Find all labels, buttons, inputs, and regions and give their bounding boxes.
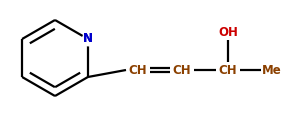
Text: CH: CH bbox=[129, 64, 147, 77]
Text: CH: CH bbox=[219, 64, 237, 77]
Text: N: N bbox=[83, 33, 93, 46]
Text: CH: CH bbox=[129, 64, 147, 77]
Text: Me: Me bbox=[262, 64, 282, 77]
Text: Me: Me bbox=[262, 64, 282, 77]
Text: OH: OH bbox=[218, 26, 238, 38]
Text: CH: CH bbox=[173, 64, 191, 77]
Text: CH: CH bbox=[173, 64, 191, 77]
Text: N: N bbox=[83, 33, 93, 46]
Text: OH: OH bbox=[218, 26, 238, 38]
Text: CH: CH bbox=[219, 64, 237, 77]
